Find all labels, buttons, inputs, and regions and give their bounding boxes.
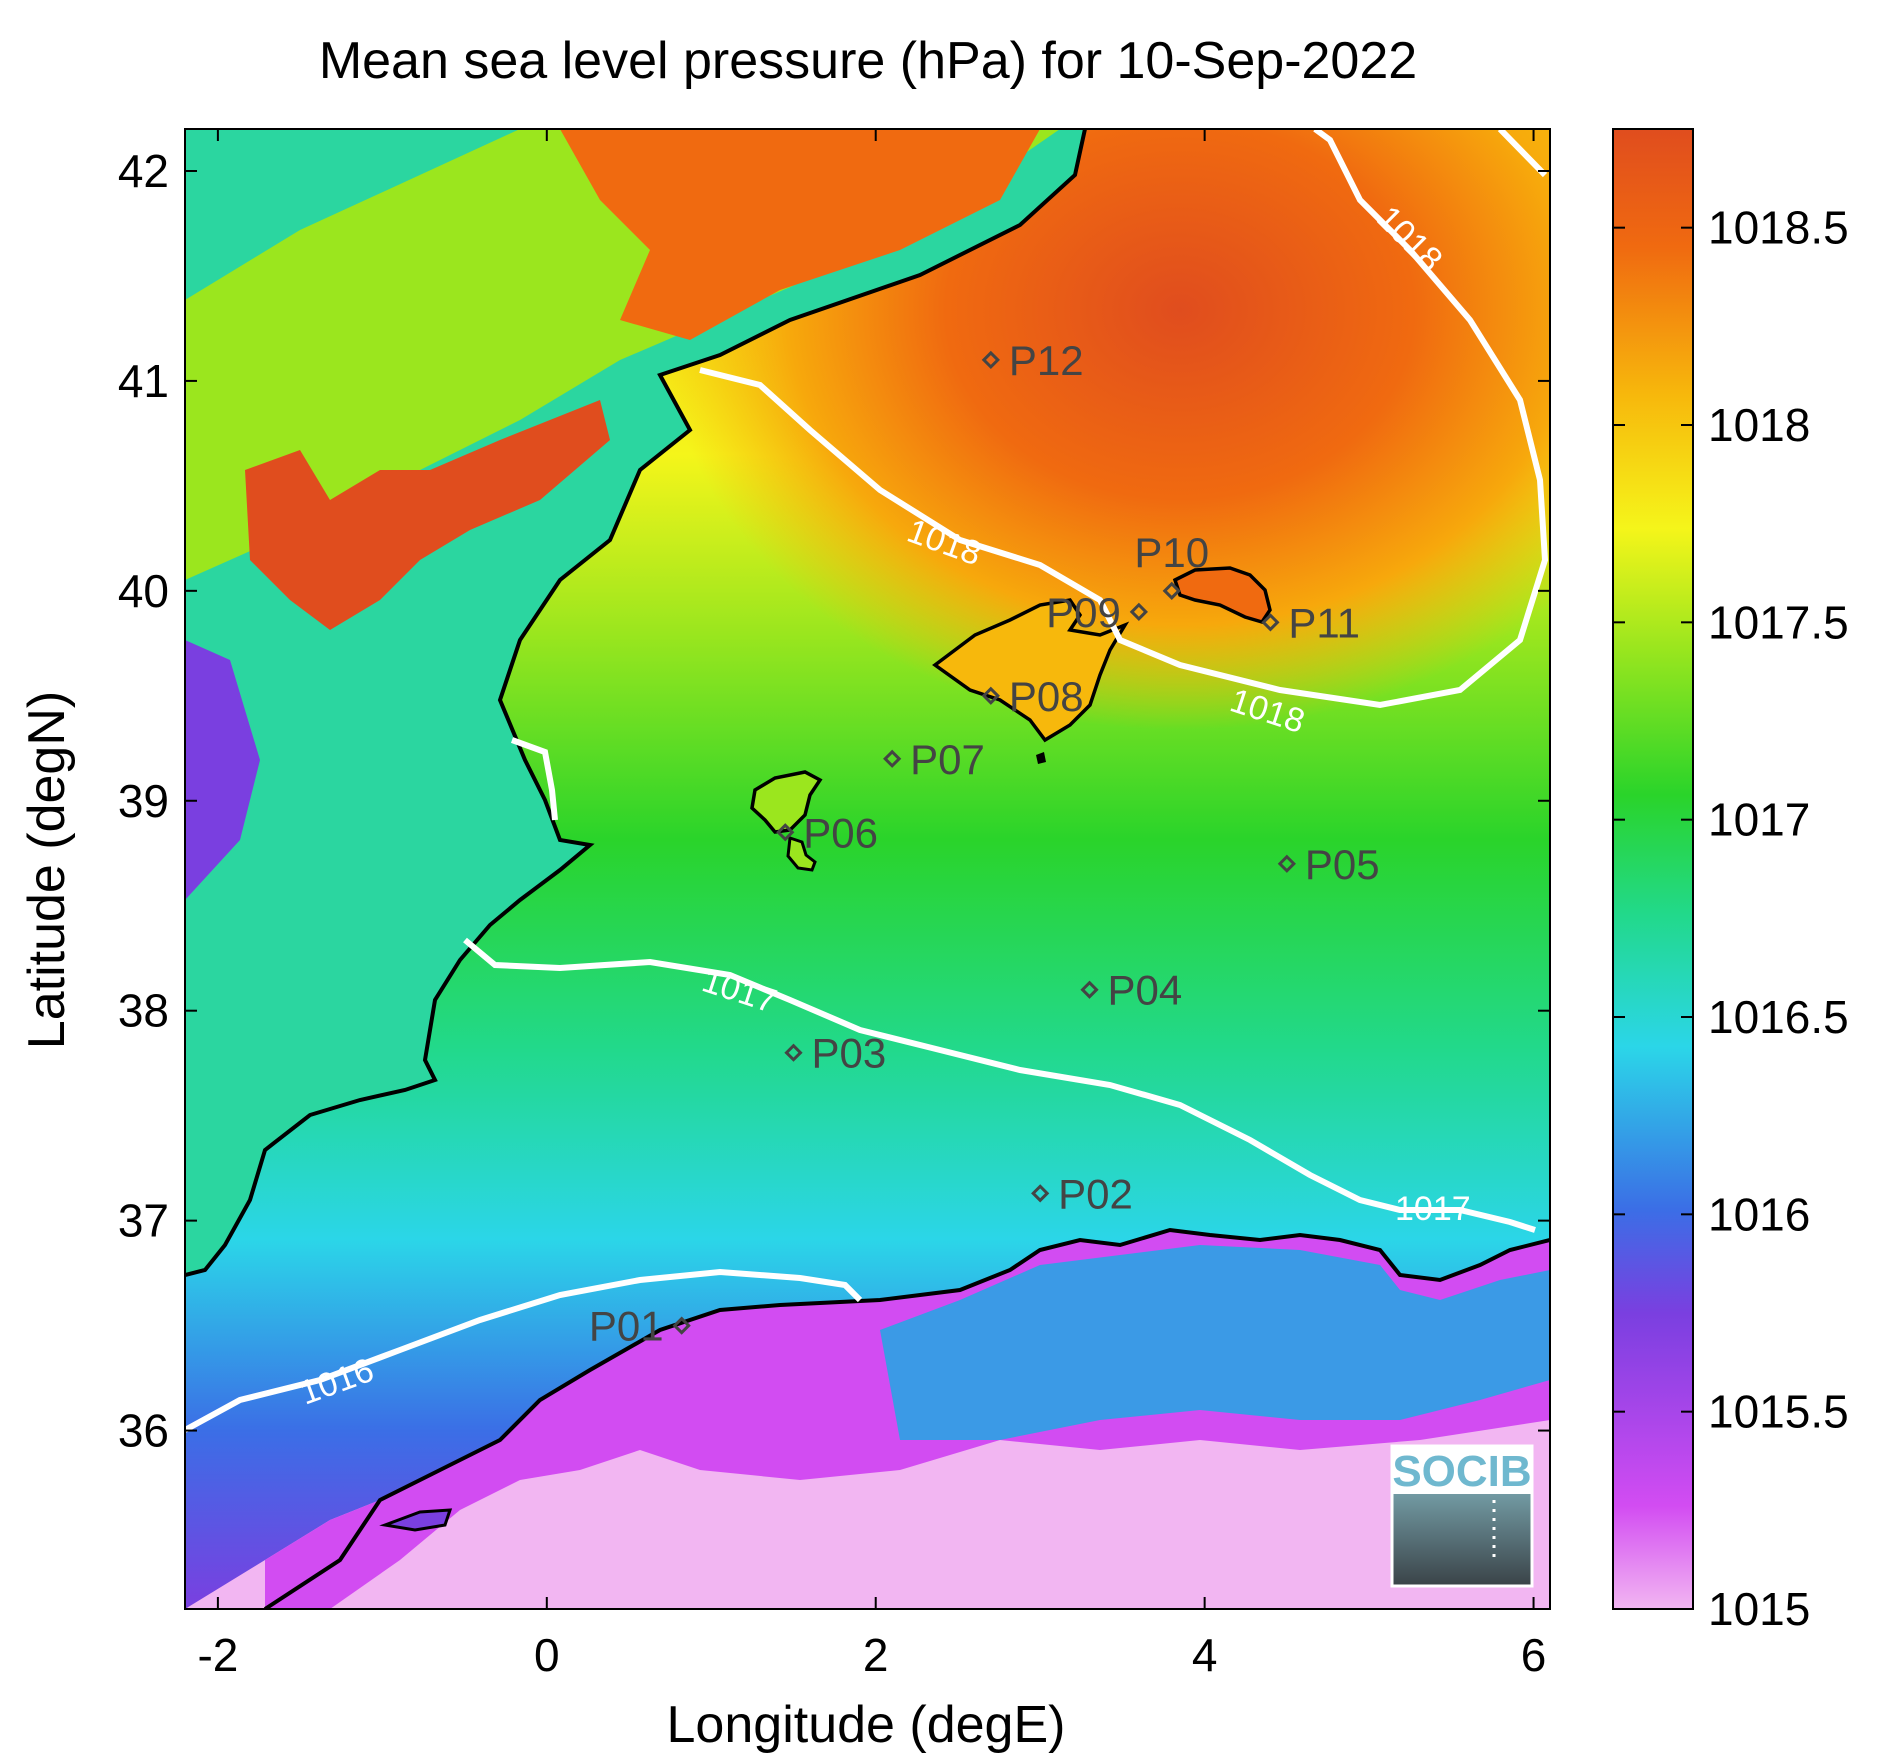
station-label: P09	[1046, 589, 1121, 636]
african-coastline	[263, 1227, 1550, 1609]
cabrera-island	[1036, 752, 1046, 764]
alboran-island	[379, 1508, 453, 1532]
station-marker	[1261, 613, 1280, 632]
colorbar	[1612, 128, 1694, 1610]
x-tick-label: 0	[534, 1629, 560, 1681]
ibiza-island	[750, 770, 823, 834]
station-marker	[1031, 1184, 1050, 1203]
x-axis: -2 0 2 4 6	[197, 129, 1546, 1681]
station-markers: P01 P02 P03 P04 P05 P06 P07 P08 P09 P10 P11 P12	[589, 337, 1380, 1350]
contour-1018-west	[510, 737, 558, 821]
contour-1018-north	[699, 129, 1549, 709]
socib-logo: SOCIB	[1390, 1444, 1534, 1588]
y-tick-label: 36	[118, 1405, 169, 1457]
station-marker	[672, 1316, 691, 1335]
station-marker	[1162, 581, 1181, 600]
station-label: P11	[1288, 599, 1360, 646]
station-label: P06	[803, 809, 878, 856]
contour-1018-northeast	[1497, 129, 1548, 178]
colorbar-tick-label: 1015	[1708, 1583, 1810, 1635]
colorbar-tick-label: 1018	[1708, 399, 1810, 451]
station-label: P10	[1134, 529, 1209, 576]
y-tick-label: 37	[118, 1195, 169, 1247]
station-marker	[981, 350, 1000, 370]
y-tick-label: 39	[118, 775, 169, 827]
north-africa-highlands	[880, 1245, 1550, 1440]
map-plot-area: 1018 1018 1018 1017 1017 1016 P01P02P03P…	[185, 129, 1550, 1609]
colorbar-tick-label: 1017	[1708, 794, 1810, 846]
station-label: P07	[910, 736, 985, 783]
y-axis: 36 37 38 39 40 41 42	[118, 145, 1550, 1457]
station-label: P08	[1009, 673, 1084, 720]
colorbar-tick-label: 1016	[1708, 1188, 1810, 1240]
colorbar-tick-label: 1018.5	[1708, 202, 1849, 254]
x-tick-label: 4	[1192, 1629, 1218, 1681]
colorbar-tick-label: 1015.5	[1708, 1386, 1849, 1438]
station-marker	[981, 686, 1000, 705]
station-label: P03	[811, 1030, 886, 1077]
station-marker	[883, 749, 902, 768]
station-marker	[1080, 980, 1099, 999]
station-label: P05	[1305, 841, 1380, 888]
socib-logo-text: SOCIB	[1392, 1447, 1531, 1496]
station-label: P01	[589, 1303, 664, 1350]
colorbar-tick-label: 1016.5	[1708, 991, 1849, 1043]
y-tick-label: 40	[118, 565, 169, 617]
iberian-mountains-orange	[560, 129, 1040, 340]
contour-1016	[185, 1268, 863, 1433]
iberian-low-southwest	[185, 640, 260, 900]
formentera-island	[786, 835, 817, 872]
menorca-island	[1172, 566, 1272, 625]
station-label: P12	[1009, 337, 1084, 384]
station-marker	[776, 823, 795, 842]
colorbar-ticks: 1015 1015.5 1016 1016.5 1017 1017.5 1018 1018.5	[1613, 202, 1849, 1635]
colorbar-tick-label: 1017.5	[1708, 596, 1849, 648]
iberian-coastline	[185, 129, 1087, 1277]
x-tick-label: 6	[1521, 1629, 1547, 1681]
station-marker	[1129, 602, 1148, 621]
y-axis-label: Latitude (degN)	[18, 691, 76, 1049]
x-tick-label: 2	[863, 1629, 889, 1681]
x-axis-label: Longitude (degE)	[667, 1696, 1066, 1754]
station-marker	[784, 1043, 803, 1062]
x-tick-label: -2	[197, 1629, 238, 1681]
chart-title: Mean sea level pressure (hPa) for 10-Sep…	[319, 32, 1417, 90]
y-tick-label: 38	[118, 985, 169, 1037]
plot-frame	[184, 128, 1551, 1610]
station-marker	[1277, 854, 1296, 873]
station-label: P04	[1108, 967, 1183, 1014]
contour-1017	[463, 937, 1536, 1233]
contour-label: 1017	[1395, 1190, 1471, 1228]
y-tick-label: 42	[118, 145, 169, 197]
iberian-mountains-west	[245, 400, 610, 630]
station-label: P02	[1058, 1170, 1133, 1217]
y-tick-label: 41	[118, 355, 169, 407]
